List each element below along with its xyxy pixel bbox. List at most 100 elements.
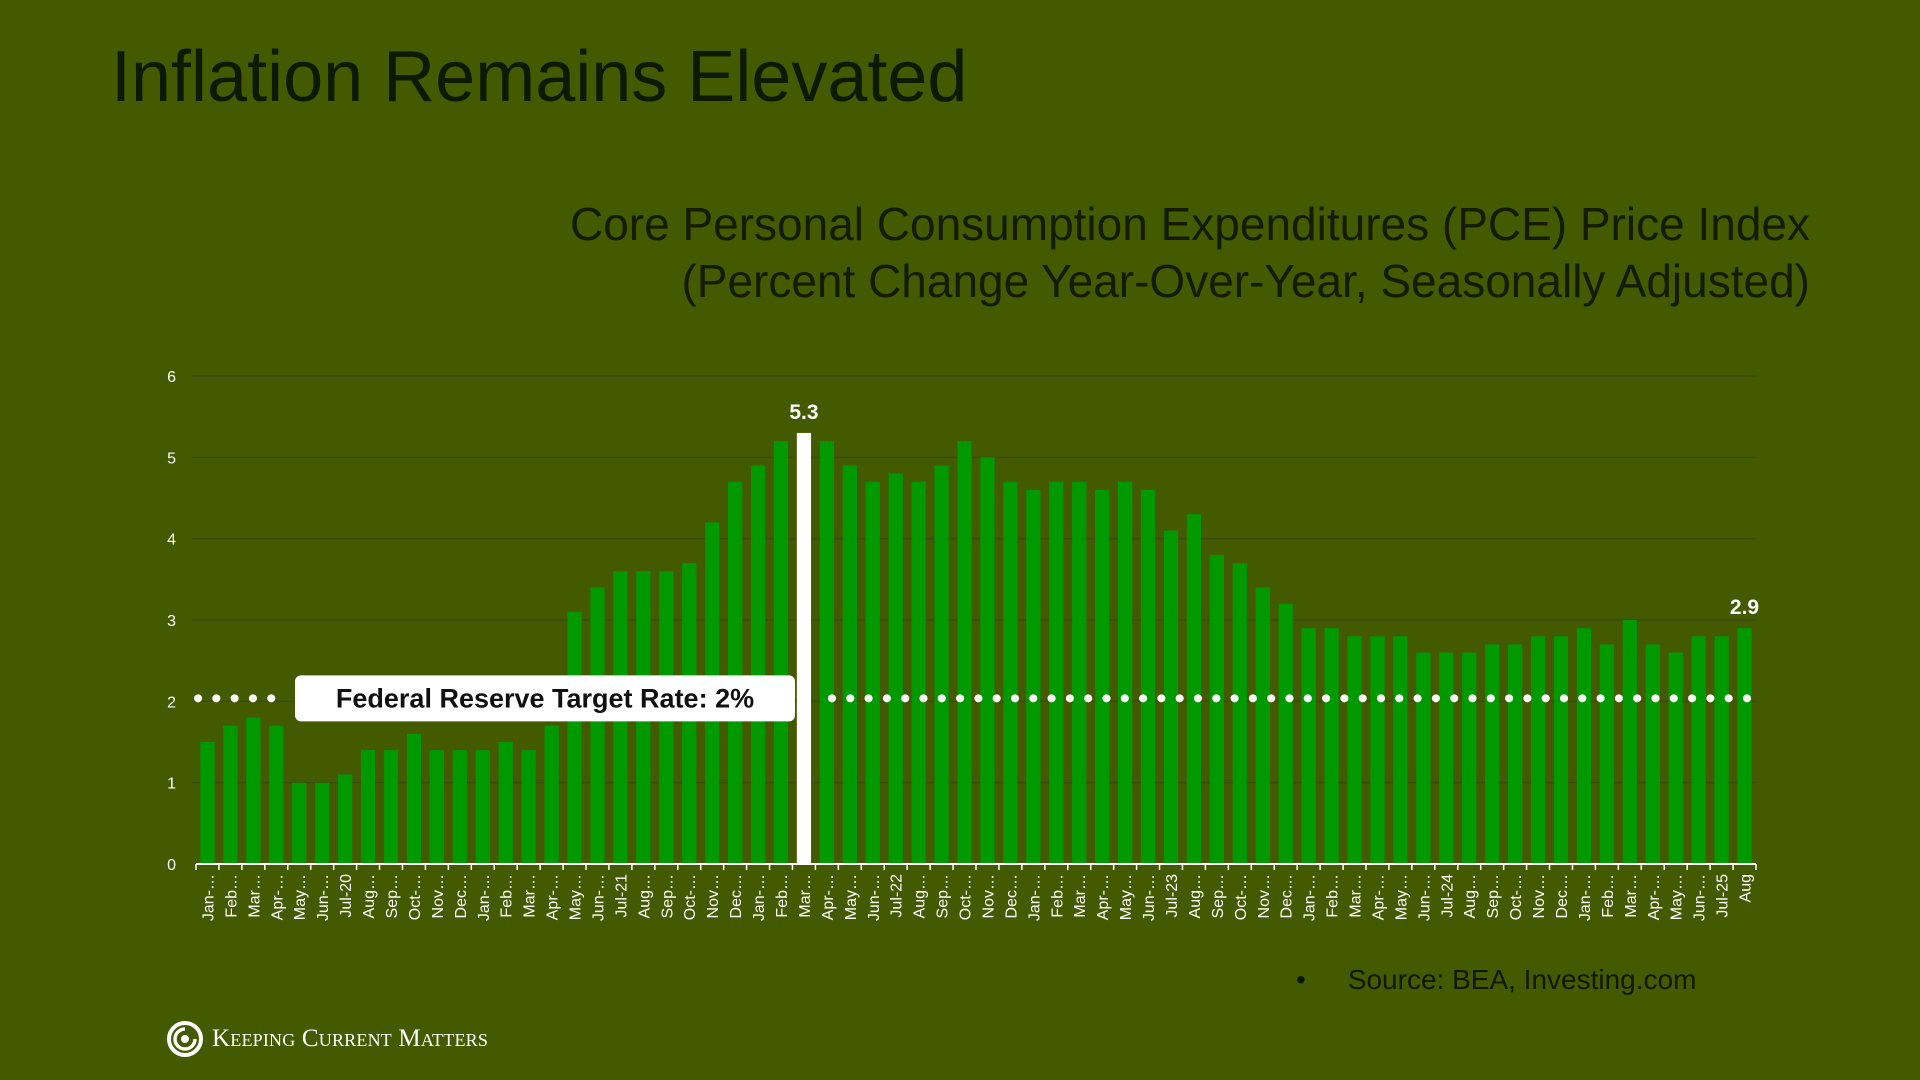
bar — [1072, 481, 1087, 864]
bar — [1530, 636, 1546, 864]
bar — [1599, 644, 1614, 864]
x-tick-label: Jul-25 — [1715, 874, 1732, 918]
x-tick-label: Jul-20 — [338, 874, 355, 918]
bar — [750, 465, 766, 864]
x-tick-label: Dec… — [1554, 874, 1571, 918]
x-tick-label: Aug… — [1462, 874, 1479, 918]
x-tick-label: Aug… — [361, 874, 378, 918]
x-tick-label: Sep… — [935, 874, 952, 918]
x-tick-label: Feb… — [774, 874, 791, 918]
x-tick-label: Mar… — [1348, 874, 1365, 918]
x-tick-label: May… — [568, 874, 585, 920]
bar — [1553, 636, 1569, 864]
y-tick-label-4: 4 — [167, 532, 176, 549]
x-tick-label: Jul-24 — [1439, 874, 1456, 918]
x-tick-label: Apr-… — [1370, 874, 1387, 920]
bar — [338, 774, 353, 864]
bar — [1370, 636, 1385, 864]
x-tick-label: Dec… — [1003, 874, 1020, 918]
x-tick-label: Jan-… — [476, 874, 493, 921]
bar — [1095, 489, 1110, 864]
kcm-logo: Keeping Current Matters — [166, 1020, 488, 1058]
x-tick-label: May… — [292, 874, 309, 920]
bar — [1508, 644, 1523, 864]
bar — [315, 782, 330, 864]
x-tick-label: Jun-… — [315, 874, 332, 921]
x-tick-label: Nov… — [1256, 874, 1273, 918]
bar — [475, 750, 490, 864]
x-tick-label: Mar… — [1072, 874, 1089, 918]
logo-text: Keeping Current Matters — [212, 1025, 489, 1052]
bar — [200, 742, 215, 864]
data-labels: 5.3 2.9 — [789, 401, 1759, 619]
y-tick-label-1: 1 — [167, 776, 176, 793]
x-tick-label: Nov… — [980, 874, 997, 918]
x-tick-label: Mar… — [522, 874, 539, 918]
x-tick-label: Jun-… — [1692, 874, 1709, 921]
bar — [773, 441, 789, 864]
page-title: Inflation Remains Elevated — [111, 37, 968, 117]
x-tick-label: Aug… — [636, 874, 653, 918]
bar — [1118, 481, 1133, 864]
x-tick-label: Jan-… — [1026, 874, 1043, 921]
data-label-5.3: 5.3 — [789, 401, 818, 424]
bar — [544, 725, 559, 864]
bar — [1393, 636, 1408, 864]
bar — [406, 733, 422, 864]
axes: 0 1 2 3 4 5 6 Jan-… Feb… Mar… Apr-… May… Jun-… Jul-20… — [167, 369, 1757, 921]
y-tick-label-6: 6 — [167, 369, 176, 386]
bar — [1140, 489, 1156, 864]
bar — [498, 742, 513, 864]
bar — [1347, 636, 1362, 864]
x-tick-label: Jul-22 — [889, 874, 906, 918]
reference-line: Federal Reserve Target Rate: 2% — [194, 675, 1752, 722]
x-tick-label: Feb… — [1325, 874, 1342, 918]
target-label-box — [295, 675, 795, 722]
bar — [1301, 628, 1316, 864]
bar — [1324, 628, 1339, 864]
bar — [1668, 652, 1683, 864]
x-tick-label: Jul-21 — [613, 874, 630, 918]
x-tick-label: Dec… — [728, 874, 745, 918]
y-tick-label-2: 2 — [167, 694, 176, 711]
bar — [1416, 652, 1431, 864]
x-tick-label: Mar… — [246, 874, 263, 918]
x-tick-label: May… — [1393, 874, 1410, 920]
y-tick-label-0: 0 — [167, 857, 176, 874]
bar — [567, 611, 582, 864]
y-tick-label-3: 3 — [167, 613, 176, 630]
bar — [360, 750, 376, 864]
bar — [865, 481, 880, 864]
bar — [1714, 636, 1729, 864]
x-tick-label: Feb… — [223, 874, 240, 918]
bar — [888, 473, 903, 864]
source-text: Source: BEA, Investing.com — [1347, 964, 1697, 995]
bar — [980, 457, 995, 864]
bar-highlight — [796, 432, 812, 864]
x-tick-label: Sep… — [1485, 874, 1502, 918]
source-note: • Source: BEA, Investing.com — [1296, 964, 1696, 996]
x-tick-label: Oct-… — [958, 874, 975, 920]
x-tick-label: Feb… — [1049, 874, 1066, 918]
bar — [383, 750, 399, 864]
bar — [1439, 652, 1454, 864]
bar — [728, 481, 743, 864]
x-tick-label: Jun-… — [590, 874, 607, 921]
data-label-2.9: 2.9 — [1730, 596, 1759, 619]
x-tick-label: Jan-… — [751, 874, 768, 921]
x-tick-label: Apr-… — [820, 874, 837, 920]
bar — [1278, 603, 1293, 864]
x-tick-label: Aug… — [912, 874, 929, 918]
x-tick-label: Feb… — [499, 874, 516, 918]
bar — [1049, 481, 1064, 864]
bar — [1186, 514, 1202, 864]
x-tick-label: Apr-… — [545, 874, 562, 920]
bar — [429, 750, 444, 864]
bar — [1485, 644, 1500, 864]
bar — [819, 441, 834, 864]
bar — [452, 750, 467, 864]
x-tick-label: Nov… — [430, 874, 447, 918]
target-label-text: Federal Reserve Target Rate: 2% — [336, 683, 754, 713]
x-tick-label: Nov… — [705, 874, 722, 918]
x-tick-label: Oct-… — [682, 874, 699, 920]
